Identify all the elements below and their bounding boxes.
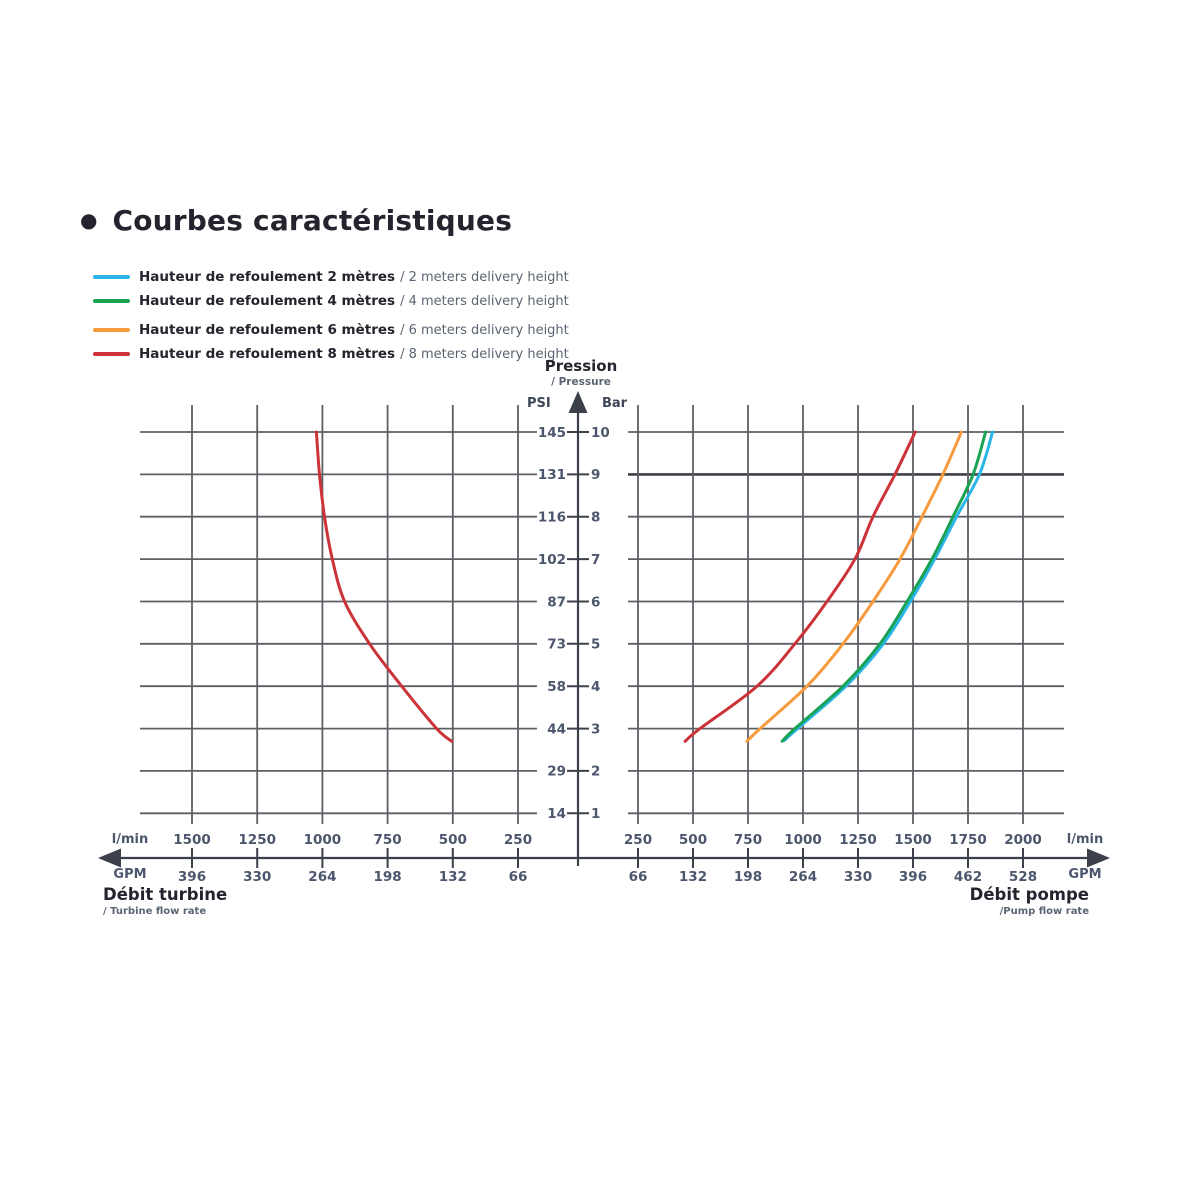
bar-tick-label: 6 — [591, 594, 600, 610]
lmin-tick-label-turbine: 500 — [439, 832, 467, 848]
psi-unit-label: PSI — [527, 396, 551, 411]
lmin-tick-label-pump: 1250 — [839, 832, 877, 848]
pump-lmin-unit: l/min — [1066, 832, 1104, 847]
lmin-tick-label-turbine: 250 — [504, 832, 532, 848]
psi-tick-label: 102 — [538, 552, 566, 568]
pump-gpm-unit: GPM — [1068, 867, 1102, 882]
gpm-tick-label-pump: 528 — [1009, 869, 1037, 885]
lmin-tick-label-turbine: 1250 — [238, 832, 276, 848]
legend-label-fr: Hauteur de refoulement 4 mètres — [139, 293, 396, 309]
turbine-gpm-unit: GPM — [113, 867, 147, 882]
lmin-tick-label-pump: 1750 — [949, 832, 987, 848]
gpm-tick-label-pump: 462 — [954, 869, 982, 885]
curve-pump-curve_4m — [780, 430, 988, 743]
legend-label-fr: Hauteur de refoulement 8 mètres — [139, 346, 396, 362]
lmin-tick-label-turbine: 750 — [374, 832, 402, 848]
curve-pump-curve_8m — [683, 430, 917, 743]
flow-axis-arrow-left-icon — [98, 848, 121, 868]
bar-tick-label: 3 — [591, 721, 600, 737]
legend-line-8m-icon — [93, 352, 130, 356]
pump-axis-title: Débit pompe /Pump flow rate — [970, 885, 1089, 917]
legend-label-en: / 8 meters delivery height — [400, 346, 569, 362]
gpm-tick-label-pump: 396 — [899, 869, 927, 885]
lmin-tick-label-pump: 1500 — [894, 832, 932, 848]
gpm-tick-label-pump: 330 — [844, 869, 872, 885]
gpm-tick-label-turbine: 132 — [439, 869, 467, 885]
legend-label-en: / 6 meters delivery height — [400, 322, 569, 338]
lmin-tick-label-pump: 750 — [734, 832, 762, 848]
legend-item-4m: Hauteur de refoulement 4 mètres / 4 mete… — [93, 293, 569, 309]
psi-tick-label: 73 — [547, 637, 566, 653]
bar-tick-label: 2 — [591, 764, 600, 780]
psi-tick-label: 44 — [547, 721, 566, 737]
turbine-title: Débit turbine — [103, 885, 228, 904]
gpm-tick-label-turbine: 66 — [509, 869, 528, 885]
legend-label-fr: Hauteur de refoulement 2 mètres — [139, 269, 396, 285]
legend-item-8m: Hauteur de refoulement 8 mètres / 8 mete… — [93, 346, 569, 362]
curve-pump-curve_6m — [745, 430, 963, 743]
bar-tick-label: 10 — [591, 425, 610, 441]
psi-tick-label: 145 — [538, 425, 566, 441]
legend-line-4m-icon — [93, 299, 130, 303]
curve-pump-curve_2m — [782, 430, 995, 742]
pressure-axis-header: Pression / Pressure — [511, 357, 651, 388]
lmin-tick-label-turbine: 1000 — [304, 832, 342, 848]
bar-tick-label: 8 — [591, 510, 600, 526]
bullet-icon: ● — [80, 208, 98, 232]
bar-unit-label: Bar — [602, 396, 628, 411]
lmin-tick-label-turbine: 1500 — [173, 832, 211, 848]
pressure-subtitle: / Pressure — [551, 376, 611, 388]
turbine-axis-title: Débit turbine / Turbine flow rate — [103, 885, 227, 917]
bar-tick-label: 5 — [591, 637, 600, 653]
pressure-title: Pression — [544, 357, 618, 375]
lmin-tick-label-pump: 2000 — [1004, 832, 1042, 848]
legend-item-2m: Hauteur de refoulement 2 mètres / 2 mete… — [93, 269, 569, 285]
legend-line-6m-icon — [93, 328, 130, 332]
gpm-tick-label-turbine: 330 — [243, 869, 271, 885]
pressure-axis-arrow-icon — [568, 391, 588, 413]
gpm-tick-label-pump: 132 — [679, 869, 707, 885]
turbine-lmin-unit: l/min — [111, 832, 149, 847]
legend-label-en: / 4 meters delivery height — [400, 293, 569, 309]
bar-tick-label: 1 — [591, 806, 600, 822]
gpm-tick-label-turbine: 396 — [178, 869, 206, 885]
psi-tick-label: 131 — [538, 467, 566, 483]
gpm-tick-label-turbine: 264 — [308, 869, 336, 885]
gpm-tick-label-pump: 264 — [789, 869, 817, 885]
curve-turbine-curve_8m — [314, 430, 454, 743]
lmin-tick-label-pump: 500 — [679, 832, 707, 848]
legend-line-2m-icon — [93, 275, 130, 279]
lmin-tick-label-pump: 250 — [624, 832, 652, 848]
page-title-text: Courbes caractéristiques — [112, 203, 513, 237]
psi-tick-label: 14 — [547, 806, 566, 822]
bar-tick-label: 7 — [591, 552, 600, 568]
psi-tick-label: 58 — [547, 679, 566, 695]
lmin-tick-label-pump: 1000 — [784, 832, 822, 848]
legend-label-en: / 2 meters delivery height — [400, 269, 569, 285]
flow-axis-arrow-right-icon — [1087, 848, 1110, 868]
psi-tick-label: 116 — [538, 510, 566, 526]
pump-title: Débit pompe — [969, 885, 1089, 904]
page-title: ● Courbes caractéristiques — [80, 203, 512, 237]
legend-item-6m: Hauteur de refoulement 6 mètres / 6 mete… — [93, 322, 569, 338]
legend-label-fr: Hauteur de refoulement 6 mètres — [139, 322, 396, 338]
gpm-tick-label-pump: 198 — [734, 869, 762, 885]
gpm-tick-label-pump: 66 — [629, 869, 648, 885]
turbine-subtitle: / Turbine flow rate — [103, 906, 207, 917]
pump-subtitle: /Pump flow rate — [999, 906, 1089, 917]
bar-tick-label: 4 — [591, 679, 600, 695]
gpm-tick-label-turbine: 198 — [374, 869, 402, 885]
psi-tick-label: 87 — [547, 594, 566, 610]
psi-tick-label: 29 — [547, 764, 566, 780]
bar-tick-label: 9 — [591, 467, 600, 483]
